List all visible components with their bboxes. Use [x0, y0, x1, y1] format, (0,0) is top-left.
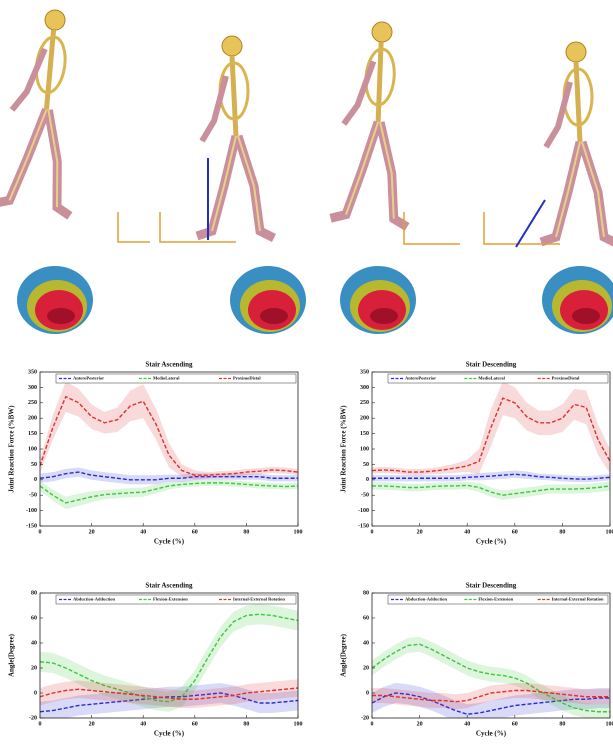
- x-tick-label: 0: [39, 529, 42, 535]
- x-tick-label: 100: [294, 529, 303, 535]
- y-tick-label: 80: [31, 590, 37, 596]
- x-tick-label: 0: [371, 721, 374, 727]
- y-tick-label: 40: [363, 640, 369, 646]
- y-tick-label: 150: [360, 431, 369, 437]
- y-tick-label: 50: [31, 462, 37, 468]
- y-tick-label: -20: [29, 715, 37, 721]
- legend-label: ProximoDistal: [233, 376, 261, 381]
- y-tick-label: 300: [28, 385, 37, 391]
- chart-title: Stair Descending: [466, 361, 517, 369]
- legend-label: AnteroPosterior: [73, 376, 104, 381]
- y-axis-label: Joint Reaction Force (%BW): [340, 405, 348, 493]
- x-tick-label: 20: [417, 529, 423, 535]
- y-tick-label: 250: [360, 400, 369, 406]
- y-tick-label: -100: [26, 508, 37, 514]
- y-tick-label: 300: [360, 385, 369, 391]
- y-tick-label: 100: [28, 446, 37, 452]
- x-tick-label: 60: [512, 529, 518, 535]
- x-tick-label: 40: [464, 721, 470, 727]
- x-axis-label: Cycle (%): [476, 730, 507, 738]
- y-tick-label: 80: [363, 590, 369, 596]
- y-tick-label: -100: [358, 508, 369, 514]
- y-tick-label: 100: [360, 446, 369, 452]
- y-tick-label: 0: [34, 477, 37, 483]
- y-axis-label: Angle(Degree): [8, 633, 16, 677]
- x-axis-label: Cycle (%): [154, 538, 185, 546]
- y-tick-label: 250: [28, 400, 37, 406]
- y-tick-label: -150: [26, 523, 37, 529]
- figure: -150-100-5005010015020025030035002040608…: [0, 0, 613, 745]
- y-tick-label: 20: [363, 665, 369, 671]
- y-tick-label: 60: [31, 615, 37, 621]
- y-tick-label: 0: [34, 690, 37, 696]
- y-tick-label: 60: [363, 615, 369, 621]
- x-axis-label: Cycle (%): [154, 730, 185, 738]
- x-tick-label: 40: [140, 529, 146, 535]
- x-tick-label: 40: [464, 529, 470, 535]
- x-tick-label: 60: [512, 721, 518, 727]
- y-tick-label: 200: [360, 416, 369, 422]
- implant-renders: [17, 266, 613, 334]
- x-tick-label: 40: [140, 721, 146, 727]
- y-tick-label: -50: [29, 493, 37, 499]
- musculoskeletal-models: [0, 5, 613, 247]
- y-tick-label: 150: [28, 431, 37, 437]
- x-tick-label: 100: [606, 529, 613, 535]
- x-tick-label: 20: [89, 529, 95, 535]
- x-tick-label: 100: [294, 721, 303, 727]
- legend-label: Abduction-Adduction: [405, 597, 448, 602]
- x-tick-label: 80: [559, 529, 565, 535]
- legend-label: Flexion-Extension: [478, 597, 513, 602]
- x-tick-label: 80: [559, 721, 565, 727]
- x-tick-label: 0: [371, 529, 374, 535]
- y-tick-label: 350: [360, 369, 369, 375]
- x-tick-label: 80: [243, 529, 249, 535]
- x-tick-label: 100: [606, 721, 613, 727]
- chart-title: Stair Descending: [466, 582, 517, 590]
- legend-label: Internal-External Rotation: [552, 597, 604, 602]
- legend-label: Flexion-Extension: [153, 597, 188, 602]
- legend-label: AnteroPosterior: [405, 376, 436, 381]
- legend-label: MedioLateral: [478, 376, 505, 381]
- y-tick-label: 20: [31, 665, 37, 671]
- y-tick-label: 0: [366, 477, 369, 483]
- legend-label: Abduction-Adduction: [73, 597, 116, 602]
- chart-title: Stair Ascending: [145, 582, 193, 590]
- chart: -150 -100 -50 0 50 100 150 200 250 300 350 0 20 40 60 8…: [340, 361, 613, 546]
- x-tick-label: 60: [192, 721, 198, 727]
- x-tick-label: 60: [192, 529, 198, 535]
- y-axis-label: Joint Reaction Force (%BW): [8, 405, 16, 493]
- legend-label: MedioLateral: [153, 376, 180, 381]
- x-tick-label: 20: [417, 721, 423, 727]
- legend-label: Internal-External Rotation: [233, 597, 285, 602]
- y-tick-label: 200: [28, 416, 37, 422]
- y-tick-label: 50: [363, 462, 369, 468]
- legend-label: ProximoDistal: [552, 376, 580, 381]
- y-tick-label: 350: [28, 369, 37, 375]
- y-tick-label: -50: [361, 493, 369, 499]
- y-tick-label: 0: [366, 690, 369, 696]
- x-tick-label: 80: [243, 721, 249, 727]
- x-tick-label: 20: [89, 721, 95, 727]
- chart-title: Stair Ascending: [145, 361, 193, 369]
- y-tick-label: -20: [361, 715, 369, 721]
- y-tick-label: 40: [31, 640, 37, 646]
- x-tick-label: 0: [39, 721, 42, 727]
- y-axis-label: Angle(Degree): [340, 633, 348, 677]
- y-tick-label: -150: [358, 523, 369, 529]
- chart: -150 -100 -50 0 50 100 150 200 250 300 350 0 20 40 60 8…: [8, 361, 303, 546]
- x-axis-label: Cycle (%): [476, 538, 507, 546]
